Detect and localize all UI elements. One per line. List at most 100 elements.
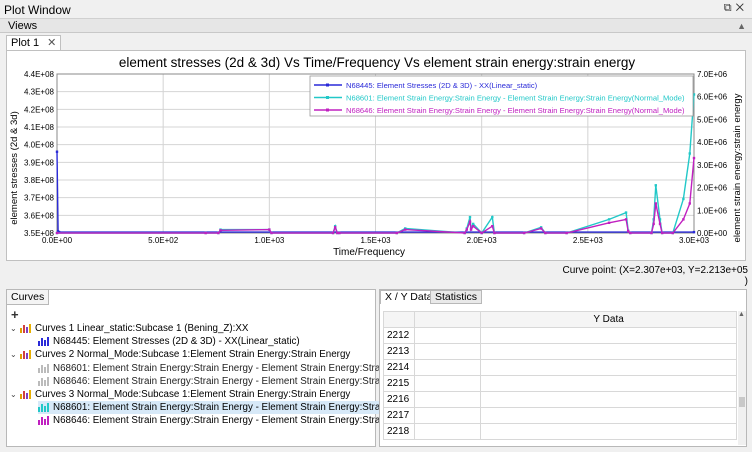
tab-close-icon[interactable]: ✕	[47, 37, 57, 49]
row-index: 2218	[383, 423, 416, 440]
curve-label: N68601: Element Strain Energy:Strain Ene…	[53, 362, 425, 374]
y-tick-label: 3.8E+08	[24, 176, 55, 185]
table-scrollbar[interactable]: ▲	[738, 311, 746, 445]
y-tick-label: 4.1E+08	[24, 123, 55, 132]
table-row[interactable]: 2215	[383, 375, 737, 392]
table-cell[interactable]	[414, 391, 482, 408]
curve-chart-icon	[38, 376, 50, 386]
table-cell[interactable]	[480, 359, 737, 376]
scroll-thumb[interactable]	[739, 397, 745, 407]
table-cell[interactable]	[414, 327, 482, 344]
table-cell[interactable]	[480, 423, 737, 440]
table-row[interactable]: 2212	[383, 327, 737, 344]
tab-statistics[interactable]: Statistics	[430, 290, 483, 304]
legend-box	[309, 75, 694, 117]
row-index: 2214	[383, 359, 416, 376]
legend-marker	[326, 83, 329, 87]
tab-curves[interactable]: Curves	[6, 289, 50, 305]
series-3-point	[204, 231, 207, 235]
curve-label: N68445: Element Stresses (2D & 3D) - XX(…	[53, 336, 300, 348]
column-header[interactable]	[414, 311, 482, 328]
curve-item[interactable]: N68445: Element Stresses (2D & 3D) - XX(…	[38, 335, 300, 348]
tab-plot-1[interactable]: Plot 1 ✕	[6, 35, 62, 50]
series-2-point	[692, 93, 696, 96]
curve-label: Curves 2 Normal_Mode:Subcase 1:Element S…	[35, 349, 351, 361]
x-tick-label: 5.0E+02	[148, 236, 179, 245]
table-row[interactable]: 2218	[383, 423, 737, 440]
table-cell[interactable]	[480, 375, 737, 392]
scroll-up-icon[interactable]: ▲	[738, 311, 745, 318]
restore-icon[interactable]: ⧉	[723, 2, 736, 14]
series-3-point	[480, 231, 483, 235]
series-3-point	[544, 231, 547, 235]
plot-panel: 0.0E+00 5.0E+02 1.0E+03 1.5E+03 2.0E+03 2.5E+…	[6, 50, 746, 261]
table-row[interactable]: 2213	[383, 343, 737, 360]
table-cell[interactable]	[414, 343, 482, 360]
series-1-point	[55, 150, 59, 153]
series-3-point	[336, 231, 339, 235]
table-cell[interactable]	[414, 375, 482, 392]
add-curve-button[interactable]: +	[11, 307, 19, 322]
table-cell[interactable]	[414, 423, 482, 440]
series-3-point	[652, 222, 655, 226]
column-header[interactable]	[383, 311, 416, 328]
close-icon[interactable]: ✕	[735, 2, 748, 14]
window-title: Plot Window	[4, 3, 71, 17]
x-tick-label: 1.5E+03	[360, 236, 391, 245]
table-cell[interactable]	[414, 407, 482, 424]
series-3-point	[671, 231, 674, 235]
series-3-point	[463, 231, 466, 235]
series-3-point	[55, 231, 59, 235]
curve-label: N68601: Element Strain Energy:Strain Ene…	[53, 402, 425, 414]
curve-item[interactable]: N68601: Element Strain Energy:Strain Ene…	[38, 362, 425, 375]
series-3-point	[338, 231, 341, 235]
plot-chart[interactable]: 0.0E+00 5.0E+02 1.0E+03 1.5E+03 2.0E+03 2.5E+…	[7, 51, 747, 262]
series-3-point	[658, 222, 662, 226]
legend-entry[interactable]: N68646: Element Strain Energy:Strain Ene…	[346, 106, 685, 115]
column-header[interactable]: Y Data	[480, 311, 737, 328]
table-row[interactable]: 2217	[383, 407, 737, 424]
table-cell[interactable]	[414, 359, 482, 376]
curve-item[interactable]: N68601: Element Strain Energy:Strain Ene…	[38, 401, 425, 415]
series-2-point	[624, 211, 628, 214]
y-tick-label: 4.4E+08	[24, 70, 55, 79]
y2-tick-label: 7.0E+06	[697, 70, 728, 79]
table-row[interactable]: 2216	[383, 391, 737, 408]
table-cell[interactable]	[480, 407, 737, 424]
series-3-point	[491, 224, 494, 228]
series-1-point	[692, 230, 696, 234]
curve-chart-icon	[38, 337, 50, 347]
curve-item[interactable]: N68646: Element Strain Energy:Strain Ene…	[38, 414, 425, 427]
series-3-point	[395, 231, 398, 235]
row-index: 2212	[383, 327, 416, 344]
views-label[interactable]: Views	[8, 20, 38, 32]
table-cell[interactable]	[480, 327, 737, 344]
expand-chevron-icon[interactable]: ⌄	[10, 390, 17, 399]
series-3-point	[654, 202, 657, 205]
series-3-point	[219, 229, 222, 232]
table-row[interactable]: 2214	[383, 359, 737, 376]
table-cell[interactable]	[480, 343, 737, 360]
x-tick-label: 2.5E+03	[573, 236, 604, 245]
x-tick-label: 0.0E+00	[42, 236, 73, 245]
series-3-point	[331, 231, 335, 235]
y-tick-label: 3.9E+08	[24, 158, 55, 167]
y2-axis-label: element strain energy:strain energy	[732, 93, 743, 242]
curve-group[interactable]: ⌄ Curves 3 Normal_Mode:Subcase 1:Element …	[10, 388, 350, 401]
curve-item[interactable]: N68646: Element Strain Energy:Strain Ene…	[38, 375, 425, 388]
expand-chevron-icon[interactable]: ⌄	[10, 350, 17, 360]
expand-chevron-icon[interactable]: ⌄	[10, 324, 17, 333]
curves-tree: ⌄ Curves 1 Linear_static:Subcase 1 (Benin…	[10, 322, 425, 444]
curve-group[interactable]: ⌄ Curves 2 Normal_Mode:Subcase 1:Element …	[10, 348, 350, 361]
curve-group[interactable]: ⌄ Curves 1 Linear_static:Subcase 1 (Benin…	[10, 322, 248, 335]
legend-entry[interactable]: N68445: Element Stresses (2D & 3D) - XX(…	[346, 81, 538, 90]
chart-legend: N68445: Element Stresses (2D & 3D) - XX(…	[309, 75, 694, 117]
series-3-point	[607, 221, 611, 224]
collapse-arrow-icon[interactable]: ▲	[737, 21, 746, 31]
tab-xy-data[interactable]: X / Y Data	[380, 290, 438, 304]
chart-title: element stresses (2d & 3d) Vs Time/Frequ…	[119, 55, 635, 70]
table-cell[interactable]	[480, 391, 737, 408]
curve-chart-icon	[38, 403, 50, 413]
legend-entry[interactable]: N68601: Element Strain Energy:Strain Ene…	[346, 94, 685, 103]
curve-chart-icon	[38, 363, 50, 373]
